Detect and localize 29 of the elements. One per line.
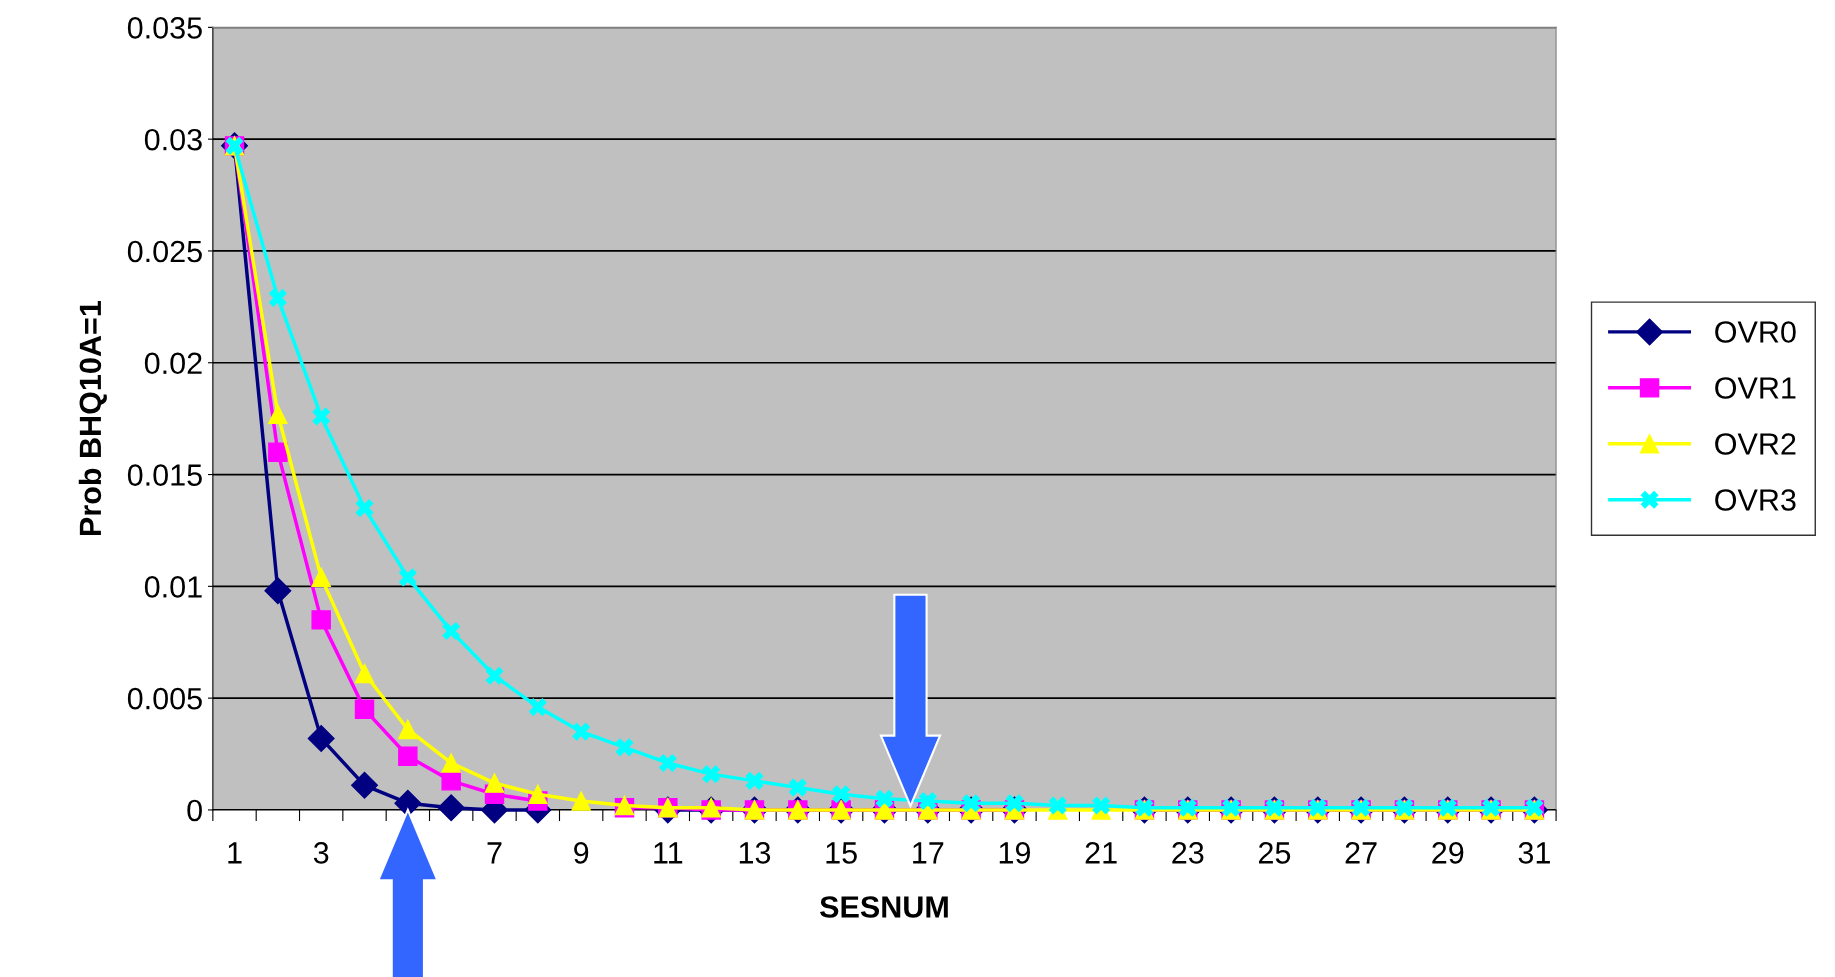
x-tick-label: 11 bbox=[654, 842, 683, 864]
legend-label: OVR3 bbox=[1715, 489, 1796, 511]
x-tick-label: 27 bbox=[1345, 842, 1377, 864]
y-tick-label: 0.005 bbox=[127, 687, 202, 710]
y-tick-label: 0.015 bbox=[127, 464, 202, 486]
x-tick-label: 7 bbox=[487, 842, 502, 864]
legend-label: OVR2 bbox=[1715, 433, 1796, 455]
x-tick-label: 25 bbox=[1258, 842, 1291, 864]
y-axis-title: Prob BHQ10A=1 bbox=[78, 301, 107, 536]
y-tick-label: 0.01 bbox=[144, 576, 202, 598]
x-axis-title: SESNUM bbox=[819, 896, 948, 918]
x-tick-label: 15 bbox=[826, 842, 857, 864]
x-tick-label: 29 bbox=[1432, 842, 1464, 864]
legend-label: OVR0 bbox=[1715, 321, 1796, 343]
y-tick-label: 0.035 bbox=[127, 17, 202, 39]
x-tick-label: 9 bbox=[574, 842, 589, 864]
x-tick-label: 21 bbox=[1085, 842, 1117, 864]
y-tick-label: 0.025 bbox=[127, 240, 202, 263]
x-tick-label: 17 bbox=[913, 842, 944, 864]
x-tick-label: 19 bbox=[999, 842, 1031, 864]
y-tick-label: 0 bbox=[187, 799, 202, 822]
legend-label: OVR1 bbox=[1715, 377, 1796, 399]
x-tick-label: 23 bbox=[1172, 842, 1204, 864]
y-tick-label: 0.02 bbox=[144, 352, 202, 375]
x-tick-label: 31 bbox=[1518, 842, 1550, 864]
y-tick-label: 0.03 bbox=[144, 128, 202, 151]
x-tick-label: 1 bbox=[228, 842, 242, 864]
x-tick-label: 3 bbox=[313, 842, 329, 864]
x-tick-label: 13 bbox=[739, 842, 771, 864]
